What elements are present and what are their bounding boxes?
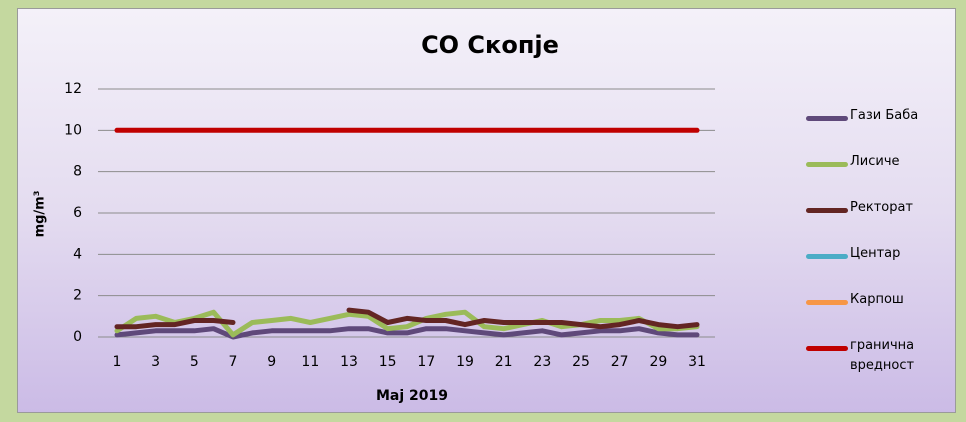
legend-item: Карпош	[806, 292, 956, 340]
legend-swatch	[806, 346, 848, 351]
x-tick-label: 29	[649, 354, 667, 370]
x-tick-label: 5	[190, 354, 199, 370]
legend-item: Лисиче	[806, 154, 956, 202]
chart-title: CO Скопје	[421, 31, 559, 59]
y-tick-label: 4	[73, 246, 82, 262]
y-tick-label: 6	[73, 205, 82, 221]
legend-swatch	[806, 300, 848, 305]
legend-label: Центар	[850, 246, 901, 261]
x-tick-label: 9	[267, 354, 276, 370]
legend-swatch	[806, 116, 848, 121]
legend-swatch	[806, 254, 848, 259]
x-tick-label: 23	[533, 354, 551, 370]
x-tick-label: 31	[688, 354, 706, 370]
legend-label: Лисиче	[850, 154, 900, 169]
x-tick-label: 19	[456, 354, 474, 370]
y-tick-label: 10	[64, 122, 82, 138]
x-tick-label: 25	[572, 354, 590, 370]
legend-label: Ректорат	[850, 200, 914, 215]
legend: Гази Баба Лисиче Ректорат Центар Карпош грани…	[806, 108, 956, 386]
legend-item: Ректорат	[806, 200, 956, 248]
y-tick-label: 0	[73, 329, 82, 345]
legend-swatch	[806, 162, 848, 167]
x-tick-label: 13	[340, 354, 358, 370]
x-tick-label: 11	[301, 354, 319, 370]
legend-item: Центар	[806, 246, 956, 294]
legend-label: Карпош	[850, 292, 904, 307]
x-tick-label: 3	[151, 354, 160, 370]
legend-item: гранична вредност	[806, 338, 956, 386]
y-axis-title: mg/m³	[33, 191, 48, 238]
chart-frame	[17, 8, 956, 413]
x-tick-label: 1	[113, 354, 122, 370]
series-line	[114, 326, 700, 340]
x-tick-label: 27	[611, 354, 629, 370]
series-line	[114, 307, 700, 330]
y-tick-label: 12	[64, 81, 82, 97]
x-tick-label: 15	[379, 354, 397, 370]
x-tick-label: 7	[229, 354, 238, 370]
legend-label: Гази Баба	[850, 108, 919, 123]
y-tick-label: 2	[73, 288, 82, 304]
x-axis-title: Мај 2019	[376, 388, 448, 404]
x-tick-label: 21	[495, 354, 513, 370]
y-tick-label: 8	[73, 164, 82, 180]
legend-swatch	[806, 208, 848, 213]
series-line	[114, 309, 700, 338]
legend-label: гранична вредност	[850, 338, 915, 373]
x-tick-label: 17	[417, 354, 435, 370]
legend-item: Гази Баба	[806, 108, 956, 156]
